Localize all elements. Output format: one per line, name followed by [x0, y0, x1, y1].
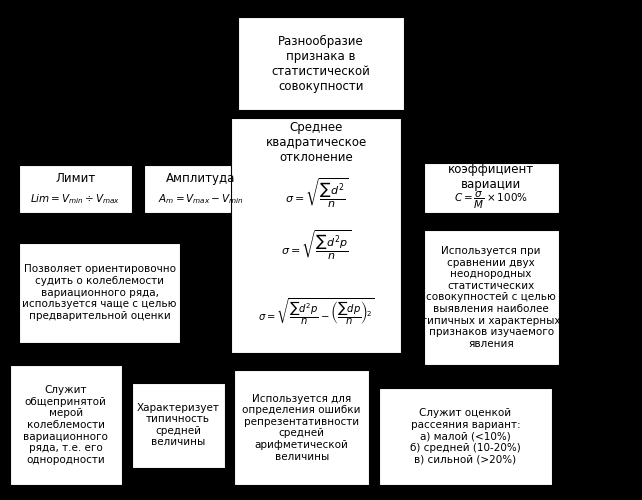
Text: Служит
общепринятой
мерой
колеблемости
вариационного
ряда, т.е. его
однородности: Служит общепринятой мерой колеблемости в…	[23, 385, 108, 465]
FancyBboxPatch shape	[144, 165, 257, 212]
Text: $\sigma = \sqrt{\dfrac{\sum d^2 p}{n}-\left(\dfrac{\sum dp}{n}\right)^{\!2}}$: $\sigma = \sqrt{\dfrac{\sum d^2 p}{n}-\l…	[258, 296, 374, 327]
Text: $\mathit{Lim}=V_{min}\div V_{max}$: $\mathit{Lim}=V_{min}\div V_{max}$	[30, 192, 121, 206]
Text: Используется для
определения ошибки
репрезентативности
средней
арифметической
ве: Используется для определения ошибки репр…	[243, 394, 361, 462]
Text: Служит оценкой
рассеяния вариант:
а) малой (<10%)
б) средней (10-20%)
в) сильной: Служит оценкой рассеяния вариант: а) мал…	[410, 408, 521, 465]
Text: $\sigma = \sqrt{\dfrac{\sum d^2 p}{n}}$: $\sigma = \sqrt{\dfrac{\sum d^2 p}{n}}$	[281, 228, 351, 262]
Text: коэффициент
вариации: коэффициент вариации	[448, 162, 534, 190]
FancyBboxPatch shape	[132, 382, 225, 468]
FancyBboxPatch shape	[19, 165, 132, 212]
Text: Используется при
сравнении двух
неоднородных
статистических
совокупностей с цель: Используется при сравнении двух неодноро…	[421, 246, 561, 349]
Text: Разнообразие
признака в
статистической
совокупности: Разнообразие признака в статистической с…	[272, 34, 370, 93]
FancyBboxPatch shape	[238, 18, 404, 110]
FancyBboxPatch shape	[424, 162, 559, 212]
FancyBboxPatch shape	[10, 365, 122, 485]
FancyBboxPatch shape	[234, 370, 369, 485]
Text: Среднее
квадратическое
отклонение: Среднее квадратическое отклонение	[266, 120, 367, 164]
Text: Лимит: Лимит	[55, 172, 96, 185]
Text: Амплитуда: Амплитуда	[166, 172, 236, 185]
Text: Характеризует
типичность
средней
величины: Характеризует типичность средней величин…	[137, 402, 220, 448]
Text: $C=\dfrac{\sigma}{M}\times100\%$: $C=\dfrac{\sigma}{M}\times100\%$	[454, 190, 528, 211]
Text: $\sigma = \sqrt{\dfrac{\sum d^2}{n}}$: $\sigma = \sqrt{\dfrac{\sum d^2}{n}}$	[284, 176, 348, 210]
FancyBboxPatch shape	[424, 230, 559, 365]
Text: $A_m=V_{max}-V_{min}$: $A_m=V_{max}-V_{min}$	[158, 192, 243, 206]
Text: Позволяет ориентировочно
судить о колеблемости
вариационного ряда,
используется : Позволяет ориентировочно судить о колебл…	[22, 264, 177, 320]
FancyBboxPatch shape	[231, 118, 401, 352]
FancyBboxPatch shape	[19, 242, 180, 342]
FancyBboxPatch shape	[379, 388, 552, 485]
